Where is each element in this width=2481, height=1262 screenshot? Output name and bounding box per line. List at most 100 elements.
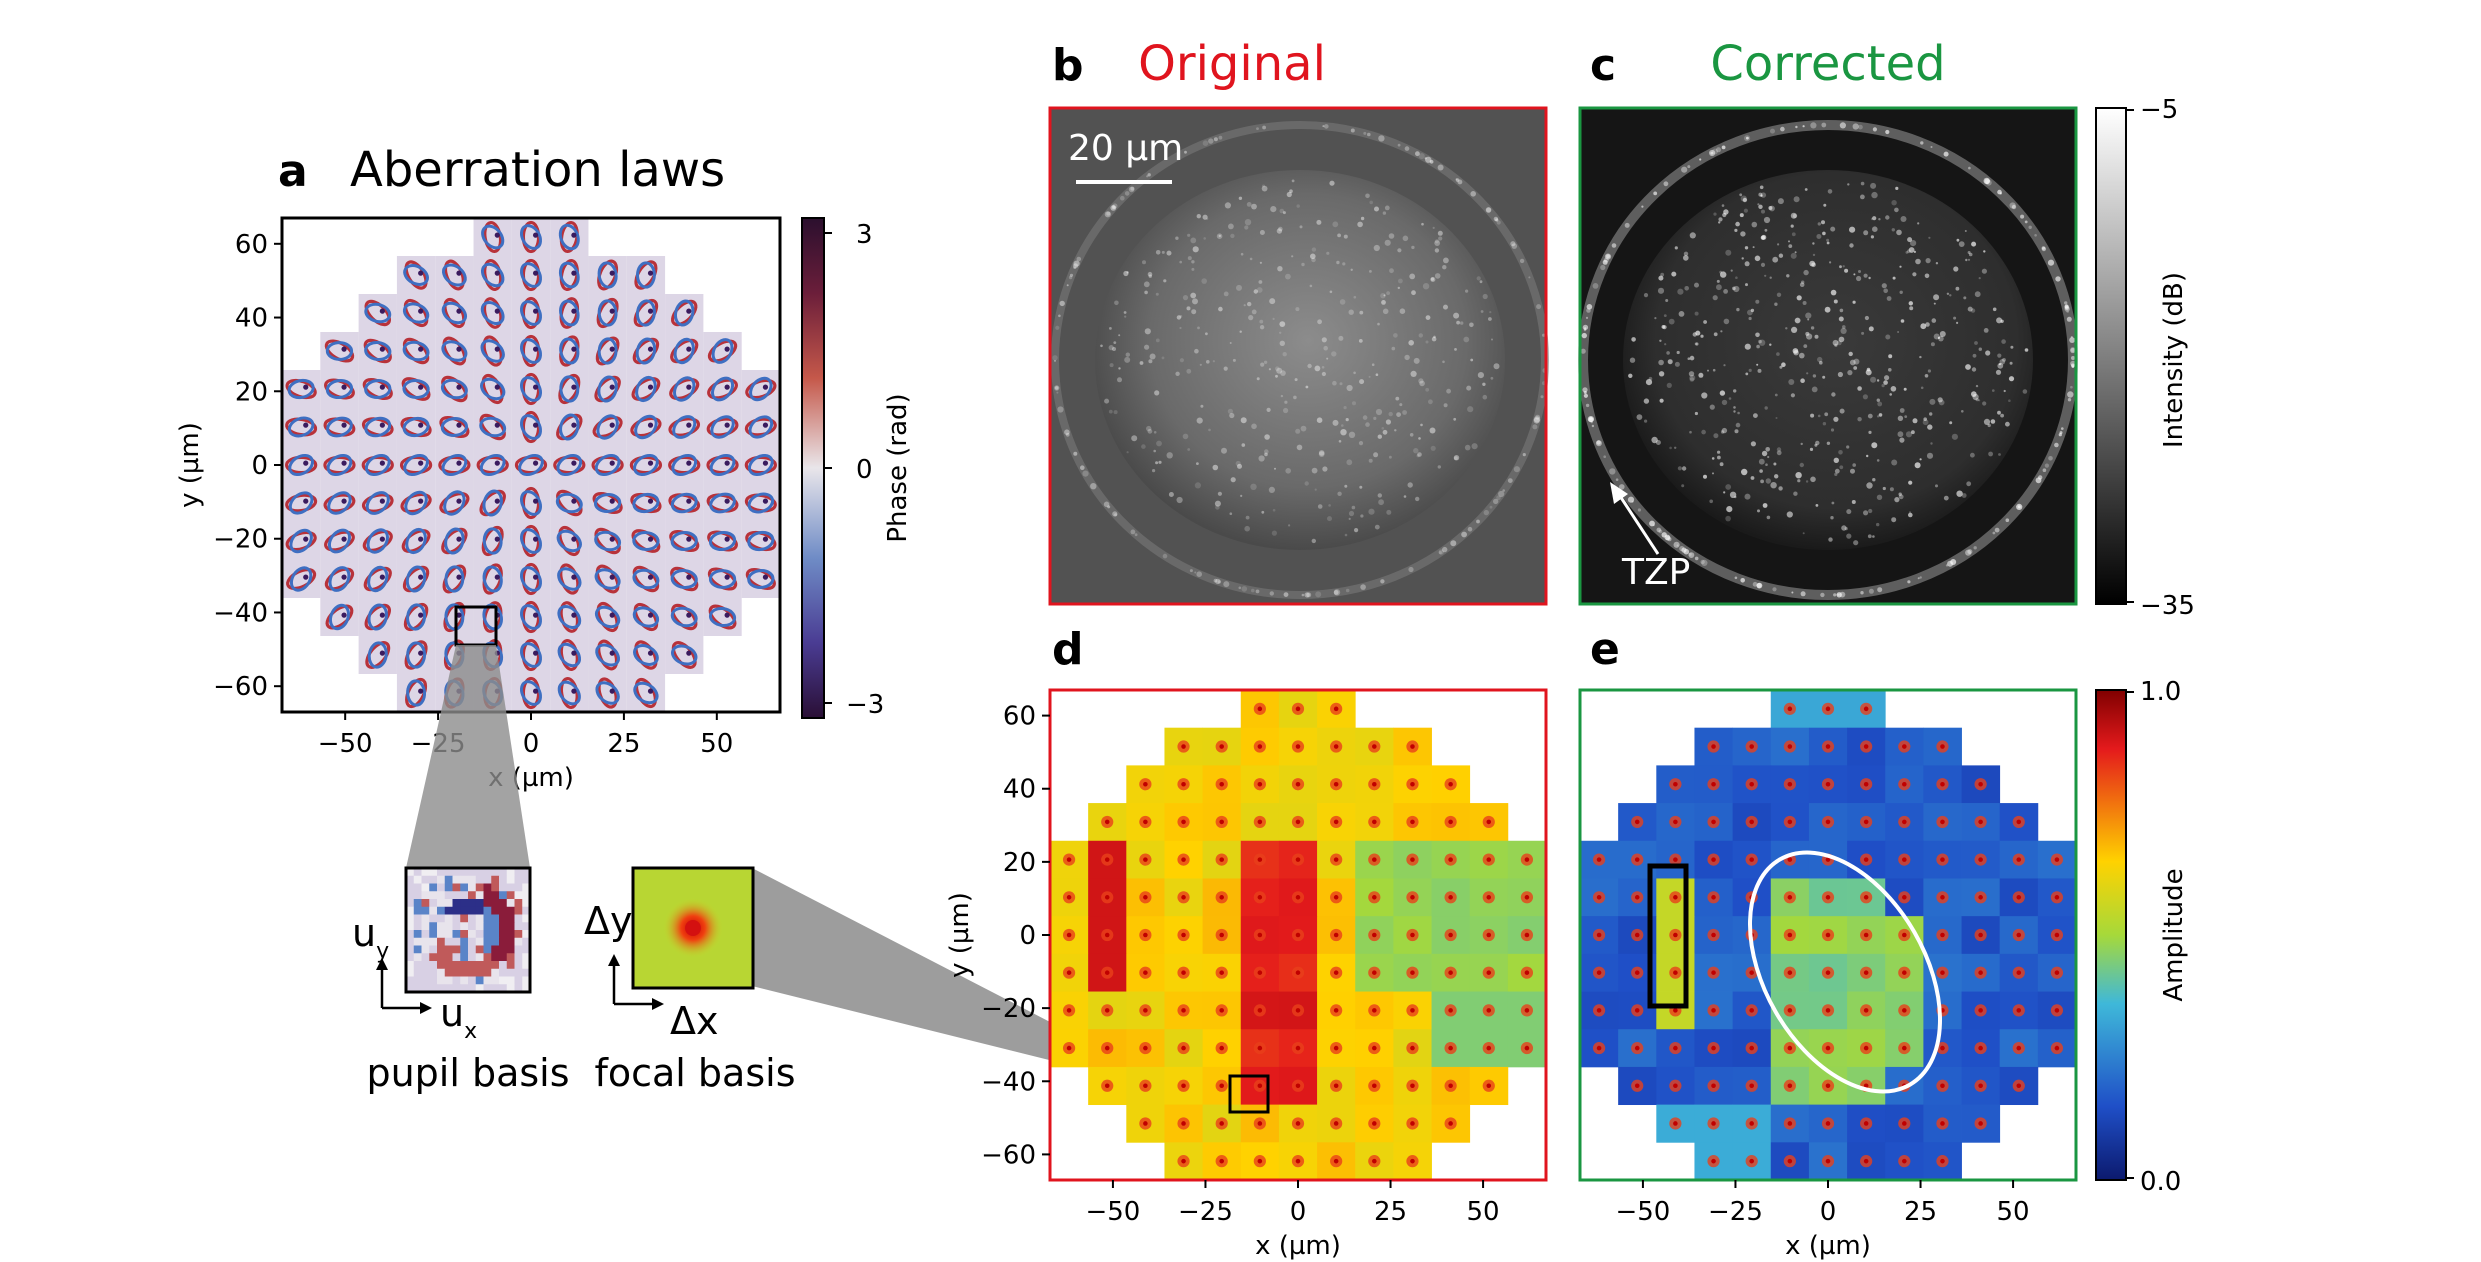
speckle-dot	[1397, 286, 1401, 290]
speckle-dot	[1870, 235, 1874, 239]
speckle-dot	[1408, 566, 1414, 573]
original-psf-tile	[1507, 1029, 1547, 1068]
aberration-tile	[396, 522, 436, 560]
corrected-psf-tile	[1618, 1066, 1657, 1106]
speckle-dot	[1373, 452, 1379, 458]
panel-d-y-label: y (µm)	[945, 892, 975, 978]
speckle-dot	[1811, 386, 1818, 393]
speckle-dot	[1496, 220, 1501, 225]
speckle-dot	[1810, 476, 1816, 483]
speckle-dot	[1974, 341, 1978, 345]
speckle-dot	[1857, 386, 1862, 391]
corrected-psf-tile	[1885, 1029, 1924, 1068]
speckle-dot	[1689, 232, 1696, 239]
speckle-dot	[1064, 429, 1070, 436]
speckle-dot	[1192, 246, 1199, 253]
original-psf-tile	[1202, 953, 1242, 992]
pupil-pixel	[522, 868, 531, 877]
aberration-tile	[473, 446, 512, 484]
speckle-dot	[1868, 508, 1873, 514]
pupil-pixel	[413, 945, 422, 954]
speckle-dot	[2005, 421, 2010, 427]
corrected-psf-tile	[1885, 727, 1924, 766]
speckle-dot	[1872, 535, 1875, 538]
panel-d-xtick-label: 25	[1374, 1197, 1407, 1227]
speckle-dot	[1793, 491, 1798, 496]
speckle-dot	[1611, 243, 1617, 248]
speckle-dot	[1264, 452, 1268, 457]
speckle-dot	[1587, 416, 1594, 423]
speckle-dot	[1753, 413, 1758, 418]
speckle-dot	[1720, 430, 1725, 434]
speckle-dot	[1780, 126, 1785, 132]
pupil-pixel	[506, 883, 515, 892]
speckle-dot	[1264, 449, 1269, 454]
highlight-rectangle	[1647, 863, 1689, 1009]
pupil-pixel	[437, 914, 446, 923]
speckle-dot	[1866, 482, 1873, 489]
speckle-dot	[1191, 267, 1195, 271]
speckle-dot	[1744, 493, 1751, 500]
speckle-dot	[1114, 300, 1119, 306]
speckle-dot	[1673, 541, 1680, 548]
pupil-pixel	[413, 961, 422, 970]
speckle-dot	[1883, 288, 1888, 294]
speckle-dot	[1949, 294, 1952, 297]
aberration-tile	[665, 370, 704, 408]
speckle-dot	[1379, 579, 1385, 584]
speckle-dot	[1863, 230, 1869, 236]
speckle-dot	[1853, 366, 1858, 370]
speckle-dot	[1669, 446, 1672, 450]
speckle-dot	[1831, 392, 1836, 397]
speckle-dot	[1933, 333, 1940, 340]
panel-a-ytick-label: 60	[235, 230, 268, 260]
speckle-dot	[1758, 339, 1762, 344]
speckle-dot	[1748, 316, 1752, 321]
speckle-dot	[1218, 234, 1222, 238]
aberration-tile	[396, 294, 436, 332]
speckle-dot	[1199, 363, 1202, 366]
corrected-psf-tile	[1732, 1066, 1772, 1106]
speckle-dot	[1217, 491, 1222, 496]
panel-a-letter: a	[278, 146, 308, 197]
speckle-dot	[1824, 306, 1831, 313]
original-psf-tile	[1431, 953, 1471, 992]
speckle-dot	[2044, 463, 2049, 468]
speckle-dot	[1213, 137, 1218, 142]
aberration-tile	[550, 484, 589, 522]
speckle-dot	[1166, 250, 1172, 256]
original-psf-tile	[1202, 1142, 1242, 1181]
speckle-dot	[1338, 335, 1344, 341]
pupil-pixel	[483, 906, 492, 915]
speckle-dot	[1278, 226, 1283, 232]
speckle-dot	[1876, 522, 1880, 527]
speckle-dot	[1469, 322, 1474, 328]
speckle-dot	[1800, 442, 1803, 446]
speckle-dot	[1627, 496, 1635, 503]
speckle-dot	[1911, 430, 1915, 435]
speckle-dot	[1187, 256, 1192, 261]
pupil-pixel	[421, 883, 430, 892]
speckle-dot	[1868, 276, 1871, 280]
pupil-pixel	[506, 937, 515, 946]
speckle-dot	[1658, 275, 1664, 281]
speckle-dot	[1493, 498, 1499, 505]
speckle-dot	[1367, 132, 1371, 137]
speckle-dot	[1927, 369, 1931, 373]
original-psf-tile	[1164, 916, 1204, 955]
original-psf-tile	[1278, 840, 1318, 879]
speckle-dot	[1582, 324, 1589, 331]
speckle-dot	[1230, 477, 1236, 483]
speckle-dot	[1322, 466, 1328, 472]
corrected-psf-tile	[1961, 1029, 2001, 1068]
speckle-dot	[1358, 441, 1364, 446]
speckle-dot	[1227, 408, 1233, 414]
pupil-pixel	[475, 868, 484, 877]
speckle-dot	[1350, 268, 1353, 271]
speckle-dot	[1402, 410, 1407, 415]
aberration-tile	[511, 256, 551, 294]
speckle-dot	[1907, 237, 1913, 243]
speckle-dot	[1368, 508, 1375, 515]
pupil-pixel	[413, 953, 422, 962]
original-psf-tile	[1240, 1104, 1280, 1143]
